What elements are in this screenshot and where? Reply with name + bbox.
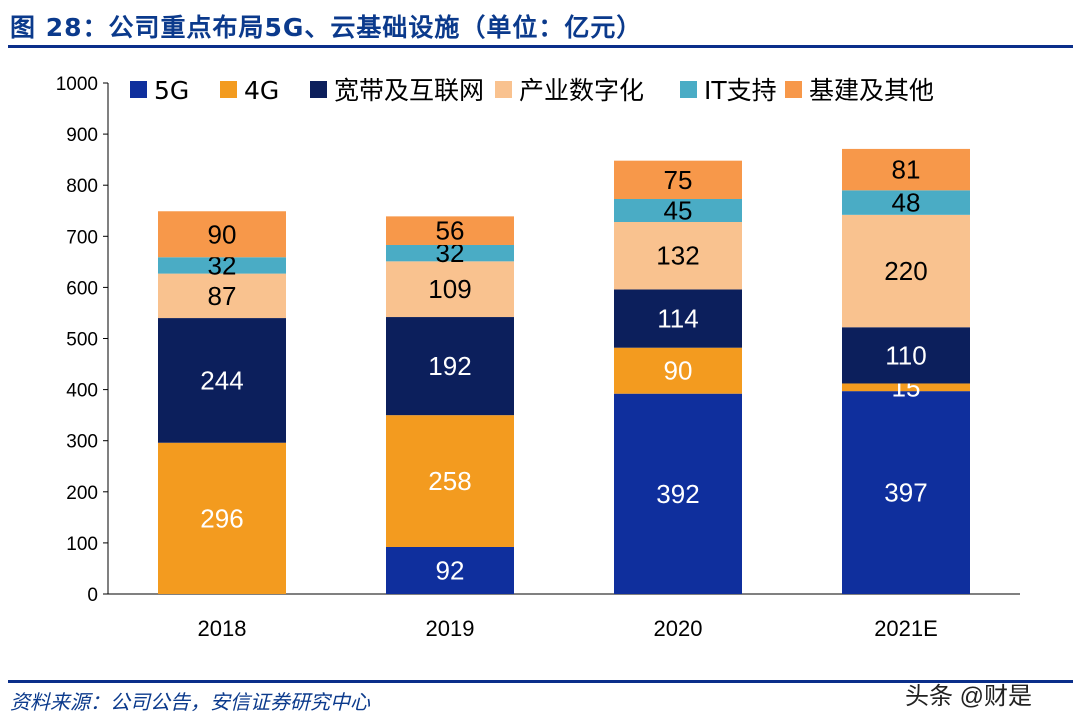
legend-swatch xyxy=(220,81,237,98)
bar-segment xyxy=(614,221,742,290)
bar-segment xyxy=(158,318,286,443)
bar-segment xyxy=(842,214,970,328)
data-label: 220 xyxy=(884,256,927,286)
bar-segment xyxy=(386,415,514,547)
data-label: 81 xyxy=(892,155,921,185)
bar-segment xyxy=(842,190,970,215)
legend-label: IT支持 xyxy=(704,76,777,105)
data-label: 114 xyxy=(657,304,698,334)
bar-segment xyxy=(158,211,286,258)
y-tick-label: 900 xyxy=(66,125,98,146)
figure-title: 图 28：公司重点布局5G、云基础设施（单位：亿元） xyxy=(10,13,643,42)
legend-label: 5G xyxy=(154,76,189,105)
data-label: 45 xyxy=(664,195,693,225)
x-tick-label: 2018 xyxy=(198,616,247,641)
data-label: 244 xyxy=(200,365,243,395)
bar-segment xyxy=(614,393,742,594)
x-tick-label: 2020 xyxy=(654,616,703,641)
y-tick-label: 700 xyxy=(66,227,98,248)
y-tick-label: 200 xyxy=(66,483,98,504)
legend-label: 基建及其他 xyxy=(809,76,934,105)
data-label: 75 xyxy=(664,165,693,195)
x-tick-label: 2021E xyxy=(874,616,938,641)
bar-segment xyxy=(614,160,742,199)
data-label: 92 xyxy=(436,555,465,585)
bar-segment xyxy=(842,391,970,594)
y-tick-label: 1000 xyxy=(56,74,98,95)
y-tick-label: 600 xyxy=(66,278,98,299)
bar-segment xyxy=(842,383,970,392)
bar-segment xyxy=(158,442,286,594)
bar-segment xyxy=(614,347,742,394)
data-label: 258 xyxy=(428,466,471,496)
source-note: 资料来源：公司公告，安信证券研究中心 xyxy=(10,690,370,714)
title-divider xyxy=(8,45,1073,48)
x-tick-label: 2019 xyxy=(426,616,475,641)
legend-swatch xyxy=(310,81,327,98)
legend-swatch xyxy=(785,81,802,98)
data-label: 192 xyxy=(428,351,471,381)
y-tick-label: 300 xyxy=(66,432,98,453)
bar-segment xyxy=(158,273,286,319)
bar-segment xyxy=(614,198,742,222)
bar-segment xyxy=(386,546,514,594)
legend-label: 产业数字化 xyxy=(519,76,644,105)
bar-segment xyxy=(614,289,742,348)
bar-segment xyxy=(842,327,970,384)
bar-segment xyxy=(386,317,514,416)
data-label: 87 xyxy=(208,281,237,311)
y-tick-label: 500 xyxy=(66,330,98,351)
data-label: 132 xyxy=(656,241,699,271)
data-label: 397 xyxy=(884,478,927,508)
data-label: 109 xyxy=(428,274,471,304)
bar-segment xyxy=(386,244,514,262)
data-label: 296 xyxy=(200,503,243,533)
footer-divider xyxy=(8,680,1073,683)
data-label: 48 xyxy=(892,188,921,218)
legend-swatch xyxy=(495,81,512,98)
data-label: 90 xyxy=(664,356,693,386)
legend-swatch xyxy=(680,81,697,98)
bar-segment xyxy=(158,257,286,274)
legend-label: 宽带及互联网 xyxy=(334,76,484,105)
data-label: 110 xyxy=(885,340,926,370)
bar-segment xyxy=(386,216,514,245)
data-label: 90 xyxy=(208,219,237,249)
data-label: 56 xyxy=(436,216,465,246)
y-tick-label: 800 xyxy=(66,176,98,197)
y-tick-label: 0 xyxy=(87,585,98,606)
y-tick-label: 100 xyxy=(66,534,98,555)
y-tick-label: 400 xyxy=(66,381,98,402)
watermark: 头条 @财是 xyxy=(905,683,1033,710)
data-label: 392 xyxy=(656,479,699,509)
legend-label: 4G xyxy=(244,76,279,105)
bar-segment xyxy=(386,261,514,318)
bar-segment xyxy=(842,148,970,191)
legend-swatch xyxy=(130,81,147,98)
